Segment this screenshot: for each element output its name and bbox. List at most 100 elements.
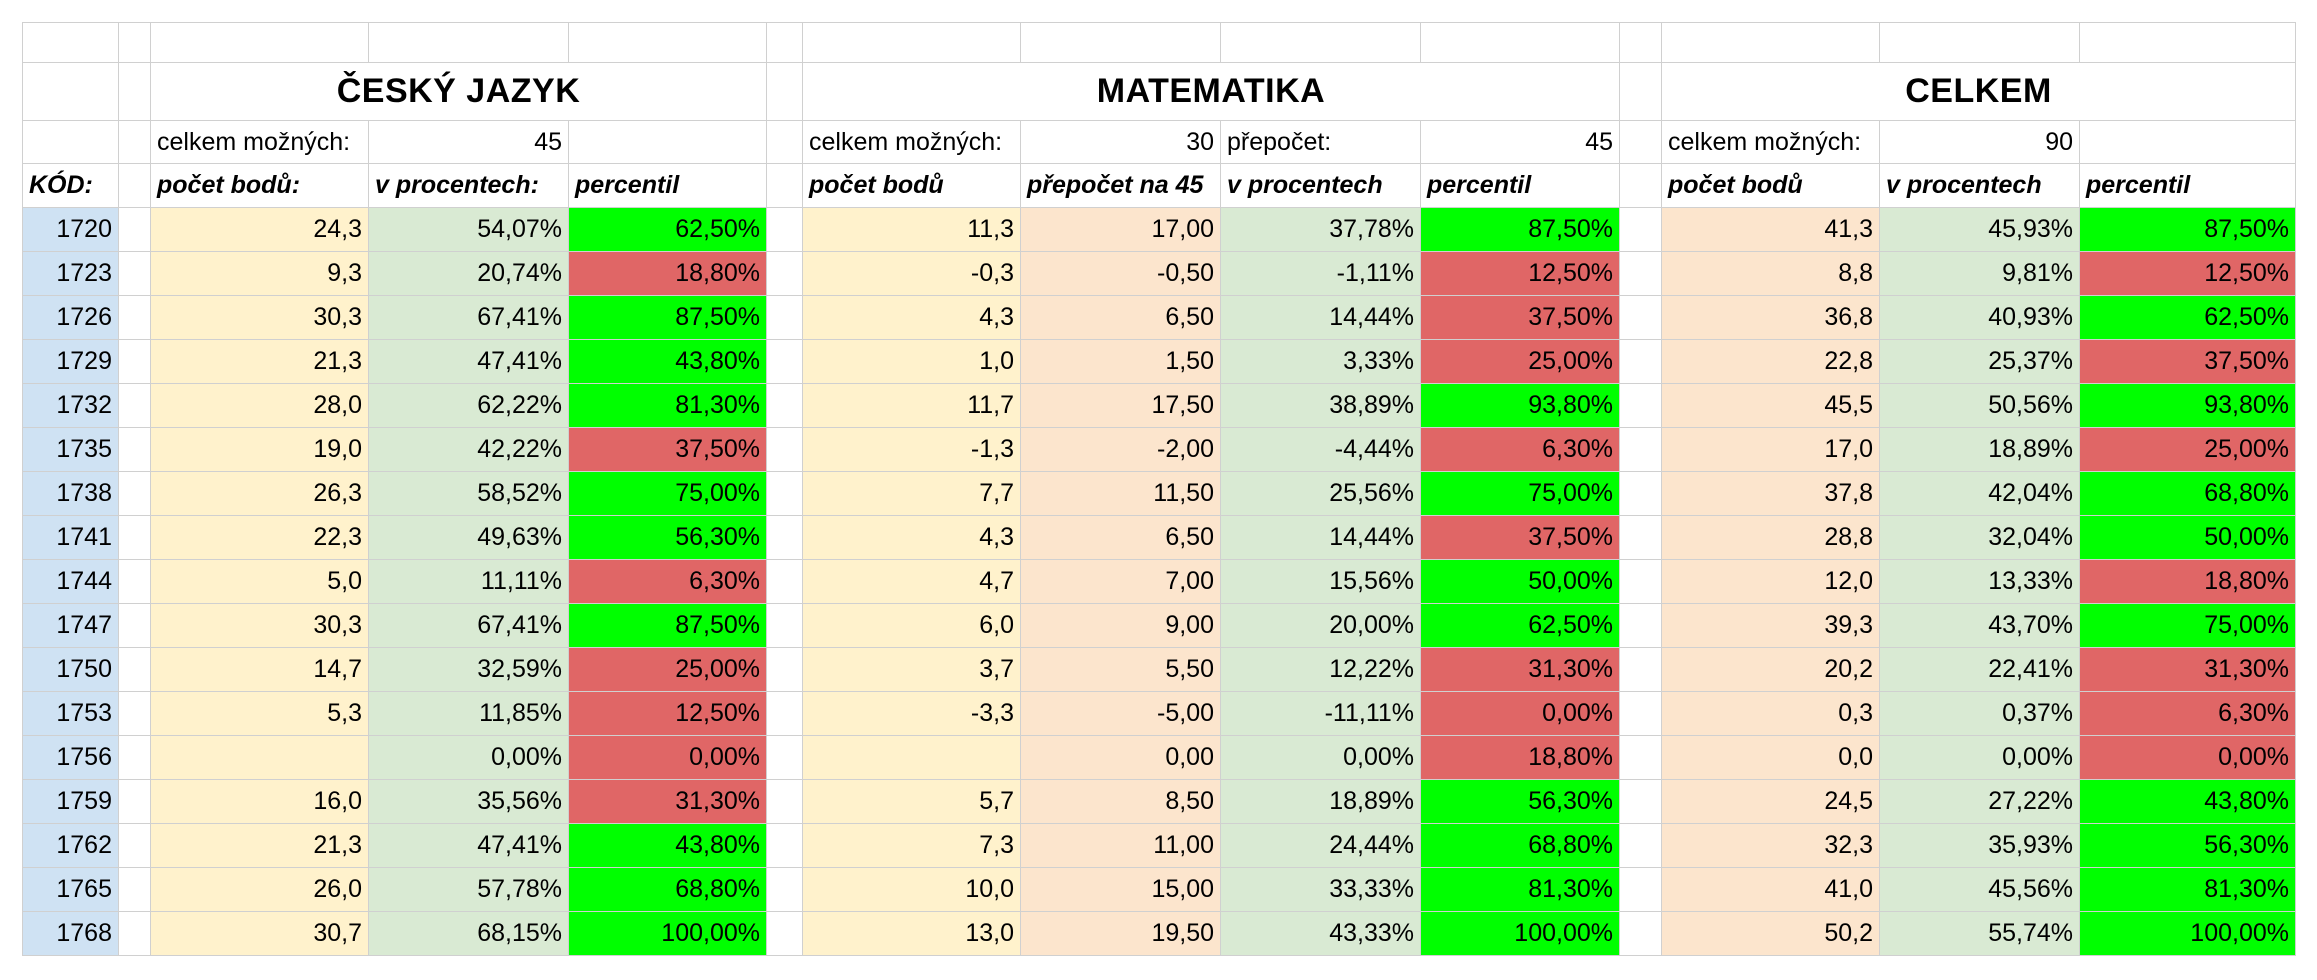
mat-max-label[interactable]: celkem možných: xyxy=(802,120,1021,164)
total-points[interactable]: 17,0 xyxy=(1661,427,1880,472)
mat-percent[interactable]: 0,00% xyxy=(1220,735,1421,780)
cell[interactable] xyxy=(118,911,151,956)
total-percentile[interactable]: 62,50% xyxy=(2079,295,2296,340)
mat-max-value[interactable]: 30 xyxy=(1020,120,1221,164)
cell[interactable] xyxy=(766,911,803,956)
mat-recalc[interactable]: 5,50 xyxy=(1020,647,1221,692)
cell[interactable] xyxy=(1619,427,1662,472)
mat-percentile[interactable]: 93,80% xyxy=(1420,383,1620,428)
total-percent[interactable]: 42,04% xyxy=(1879,471,2080,516)
cj-percent[interactable]: 68,15% xyxy=(368,911,569,956)
mat-percentile[interactable]: 0,00% xyxy=(1420,691,1620,736)
mat-percent[interactable]: 43,33% xyxy=(1220,911,1421,956)
mat-points[interactable]: 10,0 xyxy=(802,867,1021,912)
cj-percentile[interactable]: 62,50% xyxy=(568,207,767,252)
cj-percentile[interactable]: 31,30% xyxy=(568,779,767,824)
total-points[interactable]: 39,3 xyxy=(1661,603,1880,648)
cj-percent[interactable]: 11,85% xyxy=(368,691,569,736)
mat-percent[interactable]: 33,33% xyxy=(1220,867,1421,912)
student-code[interactable]: 1765 xyxy=(22,867,119,912)
cell[interactable] xyxy=(1619,295,1662,340)
cell[interactable] xyxy=(766,691,803,736)
cj-percentile[interactable]: 0,00% xyxy=(568,735,767,780)
total-points[interactable]: 28,8 xyxy=(1661,515,1880,560)
cell[interactable] xyxy=(118,295,151,340)
cj-percent[interactable]: 42,22% xyxy=(368,427,569,472)
mat-percent[interactable]: 18,89% xyxy=(1220,779,1421,824)
cell[interactable] xyxy=(22,22,119,63)
cj-percent[interactable]: 20,74% xyxy=(368,251,569,296)
cj-percentile[interactable]: 12,50% xyxy=(568,691,767,736)
cell[interactable] xyxy=(118,515,151,560)
mat-header-percent[interactable]: v procentech xyxy=(1220,163,1421,208)
cell[interactable] xyxy=(766,515,803,560)
total-points[interactable]: 50,2 xyxy=(1661,911,1880,956)
cj-percentile[interactable]: 87,50% xyxy=(568,603,767,648)
total-points[interactable]: 45,5 xyxy=(1661,383,1880,428)
cell[interactable] xyxy=(150,22,369,63)
total-percentile[interactable]: 87,50% xyxy=(2079,207,2296,252)
section-title-total[interactable]: CELKEM xyxy=(1661,62,2296,121)
cell[interactable] xyxy=(1619,647,1662,692)
mat-points[interactable]: 7,7 xyxy=(802,471,1021,516)
mat-points[interactable]: 6,0 xyxy=(802,603,1021,648)
mat-recalc[interactable]: 11,50 xyxy=(1020,471,1221,516)
cell[interactable] xyxy=(766,62,803,121)
mat-points[interactable]: 13,0 xyxy=(802,911,1021,956)
cell[interactable] xyxy=(1020,22,1221,63)
cell[interactable] xyxy=(1619,62,1662,121)
student-code[interactable]: 1747 xyxy=(22,603,119,648)
mat-recalc[interactable]: 15,00 xyxy=(1020,867,1221,912)
cell[interactable] xyxy=(766,559,803,604)
cell[interactable] xyxy=(1619,163,1662,208)
total-points[interactable]: 41,3 xyxy=(1661,207,1880,252)
cell[interactable] xyxy=(766,207,803,252)
cj-points[interactable]: 26,0 xyxy=(150,867,369,912)
student-code[interactable]: 1723 xyxy=(22,251,119,296)
cj-percentile[interactable]: 81,30% xyxy=(568,383,767,428)
cell[interactable] xyxy=(1619,22,1662,63)
cj-percent[interactable]: 54,07% xyxy=(368,207,569,252)
total-percentile[interactable]: 6,30% xyxy=(2079,691,2296,736)
mat-recalc[interactable]: 1,50 xyxy=(1020,339,1221,384)
cell[interactable] xyxy=(568,120,767,164)
total-percentile[interactable]: 56,30% xyxy=(2079,823,2296,868)
total-points[interactable]: 8,8 xyxy=(1661,251,1880,296)
cj-percent[interactable]: 32,59% xyxy=(368,647,569,692)
cell[interactable] xyxy=(118,251,151,296)
mat-recalc[interactable]: 11,00 xyxy=(1020,823,1221,868)
cell[interactable] xyxy=(1619,779,1662,824)
total-percentile[interactable]: 93,80% xyxy=(2079,383,2296,428)
mat-percent[interactable]: 20,00% xyxy=(1220,603,1421,648)
mat-recalc[interactable]: -0,50 xyxy=(1020,251,1221,296)
mat-points[interactable] xyxy=(802,735,1021,780)
cj-percent[interactable]: 47,41% xyxy=(368,823,569,868)
total-percent[interactable]: 40,93% xyxy=(1879,295,2080,340)
cell[interactable] xyxy=(118,62,151,121)
total-points[interactable]: 20,2 xyxy=(1661,647,1880,692)
cj-percent[interactable]: 0,00% xyxy=(368,735,569,780)
total-percent[interactable]: 0,37% xyxy=(1879,691,2080,736)
total-percent[interactable]: 22,41% xyxy=(1879,647,2080,692)
mat-header-percentile[interactable]: percentil xyxy=(1420,163,1620,208)
mat-header-recalc[interactable]: přepočet na 45 xyxy=(1020,163,1221,208)
cell[interactable] xyxy=(118,163,151,208)
cell[interactable] xyxy=(1619,120,1662,164)
total-points[interactable]: 22,8 xyxy=(1661,339,1880,384)
mat-percentile[interactable]: 18,80% xyxy=(1420,735,1620,780)
mat-percent[interactable]: 15,56% xyxy=(1220,559,1421,604)
total-percentile[interactable]: 50,00% xyxy=(2079,515,2296,560)
cell[interactable] xyxy=(1619,339,1662,384)
mat-percent[interactable]: -4,44% xyxy=(1220,427,1421,472)
mat-percent[interactable]: -11,11% xyxy=(1220,691,1421,736)
cell[interactable] xyxy=(118,647,151,692)
cj-percentile[interactable]: 56,30% xyxy=(568,515,767,560)
cell[interactable] xyxy=(1619,911,1662,956)
cell[interactable] xyxy=(1619,383,1662,428)
mat-points[interactable]: 1,0 xyxy=(802,339,1021,384)
total-percent[interactable]: 55,74% xyxy=(1879,911,2080,956)
total-percent[interactable]: 32,04% xyxy=(1879,515,2080,560)
cj-percentile[interactable]: 68,80% xyxy=(568,867,767,912)
mat-percentile[interactable]: 6,30% xyxy=(1420,427,1620,472)
total-points[interactable]: 37,8 xyxy=(1661,471,1880,516)
